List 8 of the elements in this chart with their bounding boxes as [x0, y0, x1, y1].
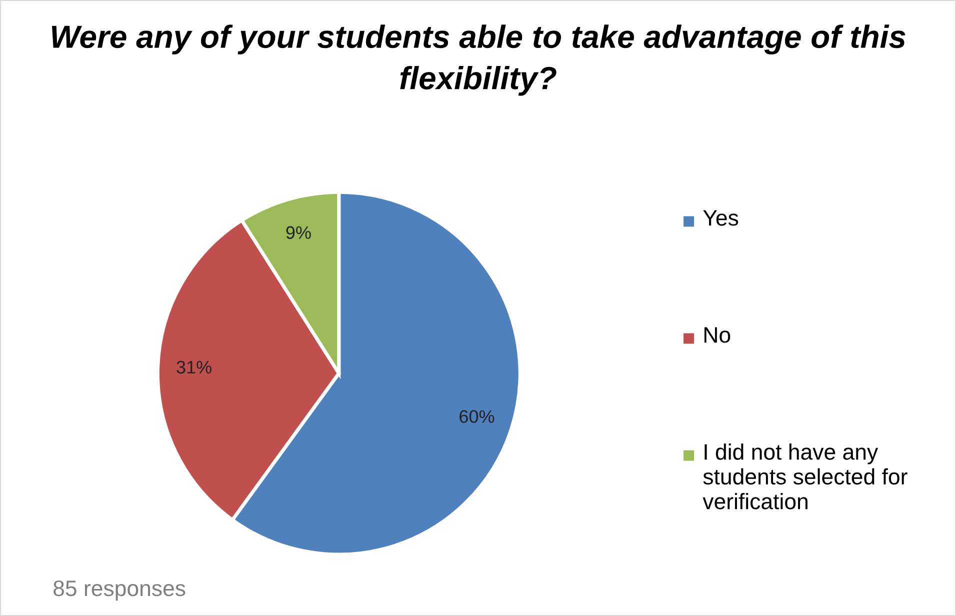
legend-label: I did not have any students selected for verification	[702, 444, 908, 510]
data-label: 31%	[176, 360, 212, 374]
data-label: 60%	[460, 410, 494, 423]
data-label: 9%	[286, 226, 311, 239]
legend-label: Yes	[703, 210, 738, 226]
chart-title: Were any of your students able to take advantage of this flexibility?	[52, 24, 906, 96]
text: 85 responses	[54, 580, 186, 601]
legend-label: No	[704, 327, 730, 343]
